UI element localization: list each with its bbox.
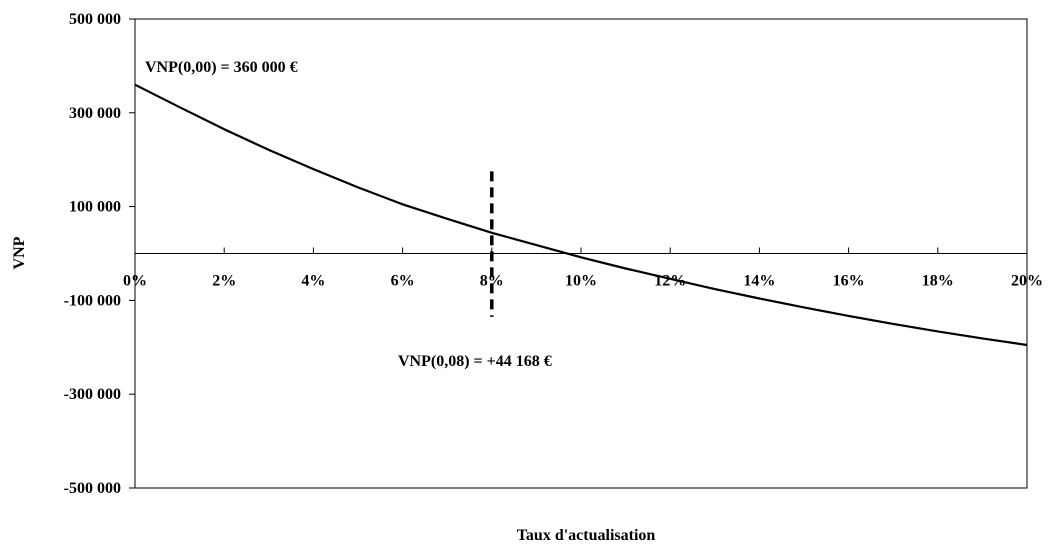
annotation-npv-eight: VNP(0,08) = +44 168 €: [398, 353, 552, 370]
x-tick-label: 0%: [123, 273, 147, 290]
series-group: [134, 83, 1028, 347]
x-axis: 0% 2% 4% 6% 8% 10% 12% 14% 16% 18% 20%: [123, 247, 1043, 290]
x-tick-label: 14%: [743, 273, 775, 290]
y-tick-label: 500 000: [69, 11, 121, 28]
npv-curve: [134, 83, 1028, 347]
y-tick-label: -500 000: [64, 480, 121, 497]
x-tick-label: 2%: [212, 273, 236, 290]
x-tick-label: 16%: [833, 273, 865, 290]
y-tick-label: -300 000: [64, 386, 121, 403]
y-tick-label: -100 000: [64, 292, 121, 309]
x-tick-label: 20%: [1011, 273, 1043, 290]
y-tick-label: 100 000: [69, 199, 121, 216]
x-tick-label: 10%: [565, 273, 597, 290]
y-axis-title: VNP: [11, 236, 28, 269]
x-tick-label: 8%: [480, 273, 504, 290]
x-axis-title: Taux d'actualisation: [517, 527, 656, 544]
x-tick-label: 6%: [391, 273, 415, 290]
y-axis: 500 000 300 000 100 000 -100 000 -300 000 -50…: [64, 11, 135, 497]
annotation-npv-zero: VNP(0,00) = 360 000 €: [145, 59, 298, 76]
x-tick-label: 4%: [301, 273, 325, 290]
y-tick-label: 300 000: [69, 105, 121, 122]
x-tick-label: 18%: [922, 273, 954, 290]
